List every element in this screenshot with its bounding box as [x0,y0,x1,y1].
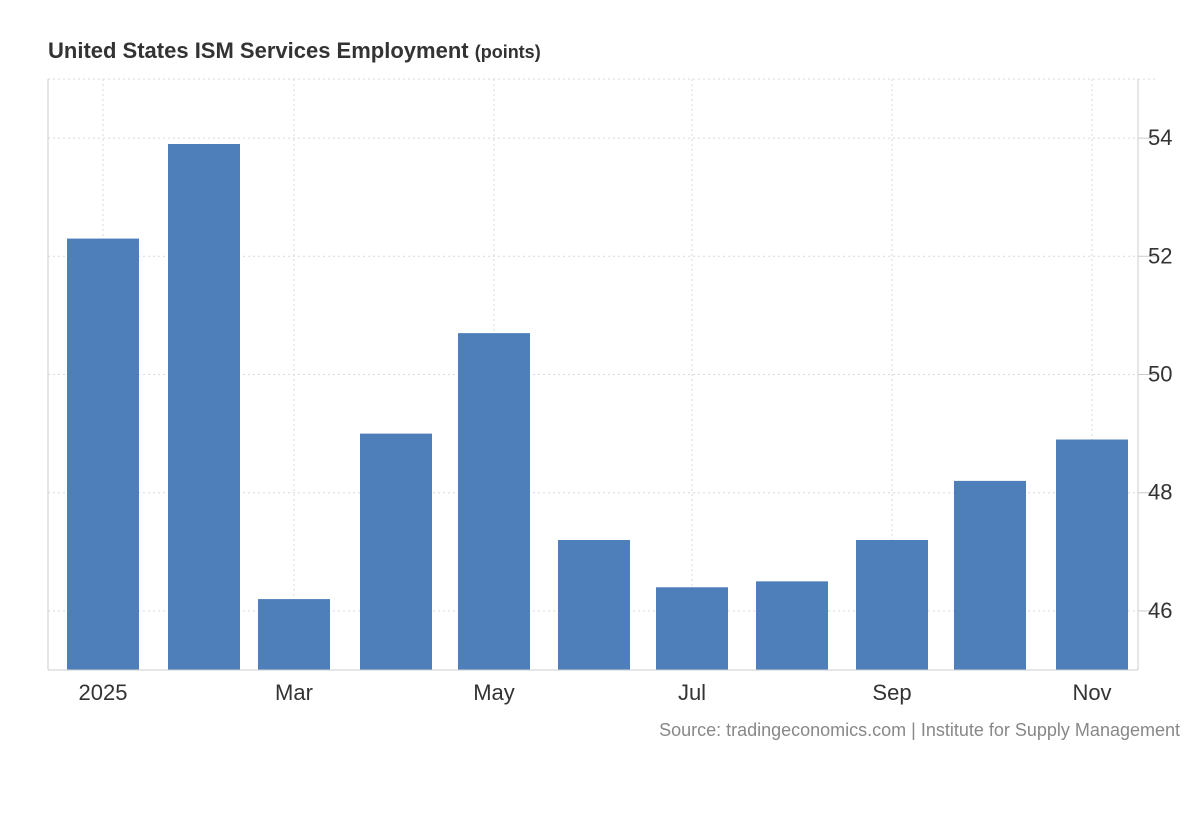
bar-feb-2025[interactable] [168,144,240,670]
bar-nov-2025[interactable] [1056,439,1128,670]
bar-jul-2025[interactable] [656,587,728,670]
bar-jun-2025[interactable] [558,539,630,670]
y-tick-label: 46 [1148,598,1172,623]
bar-sep-2025[interactable] [856,539,928,670]
tick-labels: 46 48 50 52 54 2025 Mar May Jul Sep Nov [79,125,1173,705]
bar-aug-2025[interactable] [756,581,828,670]
y-tick-label: 54 [1148,125,1172,150]
x-tick-label: May [473,680,515,705]
x-tick-label: Jul [678,680,706,705]
bar-oct-2025[interactable] [954,480,1026,670]
x-tick-label: Nov [1072,680,1111,705]
bars [67,144,1128,670]
x-tick-label: 2025 [79,680,128,705]
y-tick-label: 52 [1148,243,1172,268]
chart-title: United States ISM Services Employment (p… [48,38,541,64]
x-tick-label: Sep [872,680,911,705]
source-credit: Source: tradingeconomics.com | Institute… [659,720,1180,740]
bar-jan-2025[interactable] [67,238,139,670]
x-tick-label: Mar [275,680,313,705]
chart-unit: (points) [474,42,541,62]
bar-mar-2025[interactable] [258,599,330,670]
bar-apr-2025[interactable] [360,433,432,670]
axes [47,79,1156,671]
y-tick-label: 48 [1148,480,1172,505]
bar-may-2025[interactable] [458,333,530,670]
y-tick-label: 50 [1148,362,1172,387]
chart-title-text: United States ISM Services Employment [48,38,469,63]
